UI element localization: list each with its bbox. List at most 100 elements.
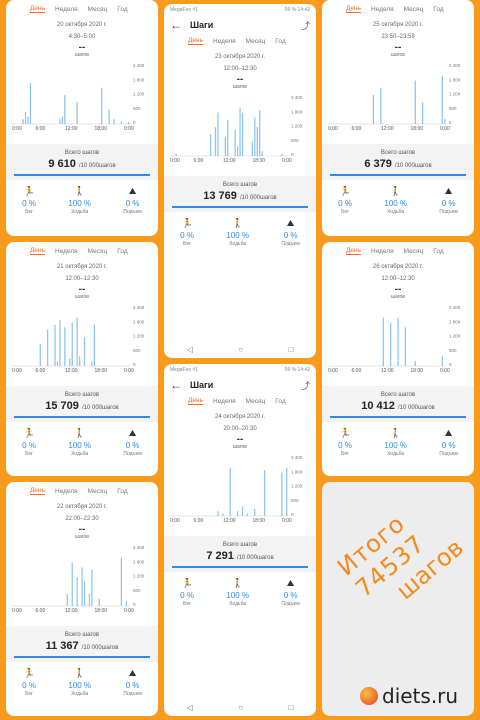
tab-week[interactable]: Неделя [213, 397, 236, 405]
chart-bar[interactable] [98, 598, 100, 606]
tab-month[interactable]: Месяц [87, 487, 108, 495]
chart-bar[interactable] [256, 127, 258, 156]
tab-day[interactable]: День [346, 247, 361, 255]
chart-bar[interactable] [78, 356, 81, 366]
tab-year[interactable]: Год [117, 247, 128, 255]
chart-bar[interactable] [441, 356, 443, 366]
chart-bar[interactable] [441, 75, 443, 124]
chart-bar[interactable] [83, 581, 86, 606]
chart-bar[interactable] [372, 95, 375, 124]
chart-bar[interactable] [286, 467, 288, 516]
chart-bar[interactable] [239, 107, 241, 156]
chart-bar[interactable] [64, 95, 66, 124]
back-arrow-icon[interactable]: ← [170, 378, 182, 392]
tab-month[interactable]: Месяц [87, 5, 108, 13]
tab-day[interactable]: День [188, 397, 203, 405]
tab-year[interactable]: Год [117, 5, 128, 13]
chart-bar[interactable] [175, 153, 177, 156]
chart-bar[interactable] [27, 116, 29, 124]
chart-bar[interactable] [246, 513, 249, 516]
chart-bar[interactable] [76, 102, 78, 124]
tab-year[interactable]: Год [433, 247, 444, 255]
chart-bar[interactable] [93, 324, 95, 366]
chart-bar[interactable] [281, 153, 283, 156]
tab-week[interactable]: Неделя [55, 487, 78, 495]
chart-bar[interactable] [120, 557, 123, 606]
chart-bar[interactable] [76, 577, 78, 606]
tab-month[interactable]: Месяц [403, 5, 424, 13]
chart-bar[interactable] [254, 117, 256, 156]
chart-bar[interactable] [241, 112, 244, 157]
chart-bar[interactable] [261, 151, 263, 156]
chart-bar[interactable] [251, 141, 253, 157]
chart-bar[interactable] [69, 358, 71, 366]
chart-bar[interactable] [128, 121, 130, 124]
chart-bar[interactable] [414, 361, 416, 366]
chart-bar[interactable] [390, 322, 392, 367]
chart-bar[interactable] [224, 136, 226, 156]
chart-bar[interactable] [108, 109, 110, 125]
share-icon[interactable]: ⤴ [300, 380, 310, 391]
share-icon[interactable]: ⤴ [300, 20, 310, 31]
tab-week[interactable]: Неделя [371, 247, 394, 255]
chart-bar[interactable] [76, 317, 78, 366]
chart-bar[interactable] [259, 110, 261, 156]
tab-day[interactable]: День [30, 487, 45, 495]
chart-bar[interactable] [59, 320, 61, 366]
tab-day[interactable]: День [30, 5, 45, 13]
chart-bar[interactable] [264, 470, 266, 516]
chart-bar[interactable] [229, 467, 231, 516]
chart-bar[interactable] [54, 324, 56, 366]
chart-bar[interactable] [217, 112, 219, 157]
home-nav-icon[interactable]: ○ [238, 703, 244, 712]
chart-bar[interactable] [113, 119, 115, 124]
tab-year[interactable]: Год [275, 397, 286, 405]
chart-bar[interactable] [71, 562, 73, 607]
chart-bar[interactable] [397, 317, 399, 366]
chart-bar[interactable] [209, 134, 212, 156]
chart-bar[interactable] [254, 508, 256, 516]
tab-week[interactable]: Неделя [55, 247, 78, 255]
chart-bar[interactable] [382, 317, 384, 366]
tab-month[interactable]: Месяц [245, 397, 266, 405]
chart-bar[interactable] [71, 322, 73, 367]
chart-bar[interactable] [101, 87, 103, 124]
chart-bar[interactable] [236, 146, 239, 156]
chart-bar[interactable] [83, 337, 86, 366]
chart-bar[interactable] [236, 511, 239, 516]
chart-bar[interactable] [66, 593, 68, 606]
chart-bar[interactable] [64, 327, 66, 366]
chart-bar[interactable] [222, 513, 224, 516]
chart-bar[interactable] [47, 329, 49, 366]
tab-month[interactable]: Месяц [245, 37, 266, 45]
chart-bar[interactable] [24, 111, 27, 124]
chart-bar[interactable] [120, 121, 123, 124]
chart-bar[interactable] [22, 119, 24, 124]
tab-week[interactable]: Неделя [55, 5, 78, 13]
chart-bar[interactable] [234, 129, 236, 156]
chart-bar[interactable] [404, 327, 407, 366]
chart-bar[interactable] [444, 119, 446, 124]
tab-month[interactable]: Месяц [403, 247, 424, 255]
chart-bar[interactable] [56, 361, 59, 366]
chart-bar[interactable] [61, 116, 64, 124]
tab-week[interactable]: Неделя [213, 37, 236, 45]
recents-nav-icon[interactable]: □ [288, 345, 294, 354]
back-nav-icon[interactable]: ◁ [186, 345, 193, 354]
chart-bar[interactable] [380, 87, 382, 124]
tab-year[interactable]: Год [433, 5, 444, 13]
chart-bar[interactable] [422, 102, 424, 124]
chart-bar[interactable] [81, 567, 83, 606]
tab-month[interactable]: Месяц [87, 247, 108, 255]
tab-day[interactable]: День [188, 37, 203, 45]
back-nav-icon[interactable]: ◁ [186, 703, 193, 712]
chart-bar[interactable] [39, 344, 41, 366]
chart-bar[interactable] [29, 82, 32, 124]
recents-nav-icon[interactable]: □ [288, 703, 294, 712]
chart-bar[interactable] [125, 601, 127, 606]
tab-week[interactable]: Неделя [371, 5, 394, 13]
tab-year[interactable]: Год [117, 487, 128, 495]
tab-year[interactable]: Год [275, 37, 286, 45]
chart-bar[interactable] [241, 506, 244, 516]
chart-bar[interactable] [227, 119, 229, 156]
